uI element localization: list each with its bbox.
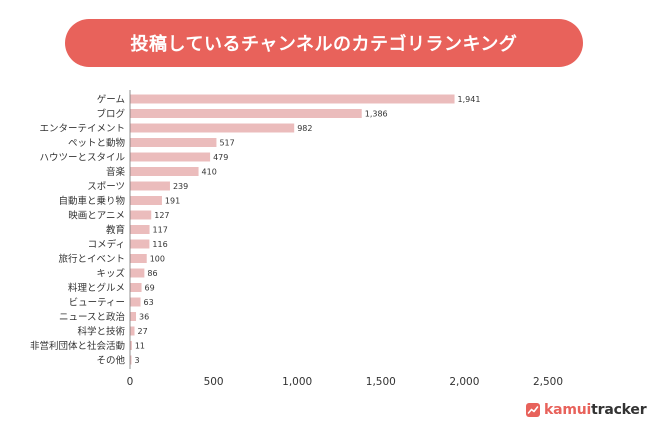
value-label: 117: [153, 226, 168, 235]
brand-name-part-b: tracker: [591, 402, 647, 418]
bar: [130, 196, 162, 205]
value-label: 69: [145, 284, 155, 293]
value-label: 127: [154, 211, 169, 220]
x-tick-label: 2,000: [449, 376, 479, 388]
value-label: 410: [202, 168, 217, 177]
category-label: 自動車と乗り物: [58, 195, 125, 207]
bar: [130, 152, 211, 162]
bar: [130, 210, 152, 220]
bar: [130, 355, 132, 365]
x-tick-label: 500: [204, 376, 224, 388]
category-label: ハウツーとスタイル: [39, 153, 125, 164]
x-tick-label: 2,500: [533, 376, 563, 388]
category-label: 音楽: [106, 166, 126, 178]
value-label: 239: [173, 182, 188, 191]
bar: [130, 268, 145, 278]
chart-title: 投稿しているチャンネルのカテゴリランキング: [130, 34, 518, 55]
category-label: 教育: [106, 224, 125, 236]
value-label: 1,386: [365, 110, 388, 119]
x-tick-label: 1,500: [366, 376, 396, 388]
bar: [130, 167, 199, 176]
x-tick-label: 0: [127, 376, 134, 388]
value-label: 11: [135, 342, 145, 351]
value-label: 982: [297, 124, 312, 133]
value-label: 36: [139, 313, 149, 322]
chart-title-banner: 投稿しているチャンネルのカテゴリランキング: [65, 19, 583, 67]
category-label: ゲーム: [97, 94, 125, 106]
category-label: 料理とグルメ: [68, 282, 125, 294]
chart-trend-icon: [526, 403, 540, 417]
x-tick-label: 1,000: [282, 376, 312, 388]
category-label: ペットと動物: [68, 137, 126, 149]
category-label: 旅行とイベント: [58, 253, 125, 265]
bar: [130, 239, 150, 249]
bar: [130, 225, 150, 234]
value-label: 479: [213, 153, 228, 162]
bar: [130, 297, 141, 307]
category-label: 映画とアニメ: [68, 210, 125, 222]
bar: [130, 94, 455, 104]
brand-logo: kamuitracker: [526, 402, 647, 418]
value-label: 1,941: [458, 95, 481, 104]
category-label: コメディ: [88, 239, 125, 251]
category-label: ブログ: [96, 108, 125, 120]
value-label: 63: [144, 298, 154, 307]
category-label: 非営利団体と社会活動: [30, 340, 125, 352]
category-label: ニュースと政治: [59, 311, 125, 323]
brand-name-part-a: kamui: [544, 402, 592, 418]
value-label: 116: [152, 240, 167, 249]
brand-name: kamuitracker: [544, 402, 647, 418]
value-label: 100: [150, 255, 165, 264]
bar: [130, 312, 137, 321]
bar: [130, 138, 217, 147]
value-label: 3: [135, 356, 140, 365]
category-label: 科学と技術: [77, 326, 125, 338]
bar: [130, 181, 170, 191]
value-label: 86: [147, 269, 157, 278]
bar: [130, 123, 295, 133]
value-label: 27: [138, 327, 148, 336]
category-label: ビューティー: [69, 298, 125, 309]
category-label: スポーツ: [87, 182, 125, 193]
bar: [130, 109, 362, 118]
bar: [130, 254, 147, 263]
category-label: その他: [96, 355, 125, 367]
bar: [130, 326, 135, 336]
category-label: エンターテイメント: [39, 124, 125, 135]
value-label: 191: [165, 197, 180, 206]
category-label: キッズ: [96, 268, 125, 280]
bar: [130, 341, 132, 350]
value-label: 517: [219, 139, 234, 148]
bar: [130, 283, 142, 292]
